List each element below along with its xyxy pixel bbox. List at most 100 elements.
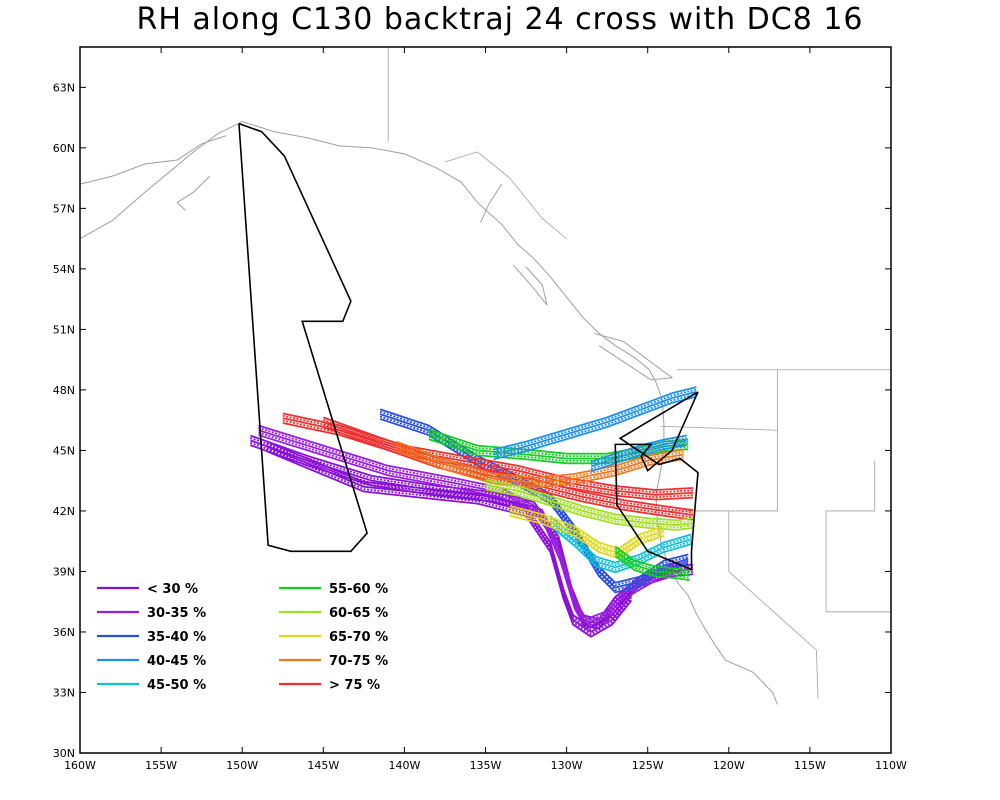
- trajectory-line: [428, 438, 689, 465]
- flight-track-layer: [238, 122, 699, 571]
- trajectory-line: [614, 555, 691, 582]
- trajectory-layer: [250, 386, 697, 638]
- trajectory-line: [614, 550, 691, 577]
- y-tick-label: 54N: [53, 263, 75, 276]
- flight-track: [614, 391, 699, 571]
- y-tick-label: 48N: [53, 384, 75, 397]
- legend-label: 55-60 %: [329, 582, 388, 597]
- trajectory-line: [549, 525, 692, 574]
- trajectory-line: [485, 486, 694, 529]
- x-tick-label: 160W: [64, 759, 96, 772]
- legend-label: 35-40 %: [147, 630, 206, 645]
- trajectory-line: [428, 433, 689, 460]
- trajectory-line: [590, 437, 687, 466]
- trajectory-line: [258, 434, 689, 630]
- map-frame: [79, 46, 892, 754]
- trajectory-line: [282, 412, 694, 491]
- legend-label: 30-35 %: [147, 606, 206, 621]
- trajectory-line: [493, 386, 697, 451]
- trajectory-line: [549, 517, 692, 566]
- x-tick-label: 135W: [470, 759, 502, 772]
- trajectory-line: [485, 483, 694, 526]
- flight-track: [238, 122, 368, 553]
- trajectory-line: [266, 447, 633, 636]
- state-border: [444, 151, 567, 239]
- legend-label: 65-70 %: [329, 630, 388, 645]
- trajectory-line: [549, 522, 692, 571]
- trajectory-line: [282, 417, 694, 496]
- trajectory-line: [282, 414, 694, 494]
- trajectory-line: [590, 444, 687, 473]
- trajectory-line: [266, 450, 633, 638]
- legend-label: 40-45 %: [147, 654, 206, 669]
- trajectory-line: [485, 479, 694, 522]
- trajectory-line: [322, 426, 694, 521]
- map-title: RH along C130 backtraj 24 cross with DC8…: [136, 2, 864, 37]
- legend-label: 70-75 %: [329, 654, 388, 669]
- x-tick-label: 145W: [307, 759, 339, 772]
- y-tick-label: 39N: [53, 565, 75, 578]
- state-border: [660, 425, 778, 512]
- trajectory-line: [509, 507, 665, 552]
- trajectory-line: [509, 505, 665, 550]
- y-tick-label: 57N: [53, 202, 75, 215]
- legend: < 30 % 30-35 % 35-40 % 40-45 % 45-50 % 55-60 …: [97, 582, 388, 693]
- y-tick-label: 36N: [53, 626, 75, 639]
- trajectory-line: [590, 441, 687, 470]
- trajectory-line: [614, 548, 691, 574]
- trajectory-line: [485, 488, 694, 531]
- trajectory-line: [258, 424, 689, 621]
- coastline: [594, 332, 674, 381]
- y-tick-label: 51N: [53, 323, 75, 336]
- x-tick-label: 125W: [632, 759, 664, 772]
- legend-label: < 30 %: [147, 582, 198, 597]
- trajectory-line: [614, 545, 691, 572]
- legend-label: 45-50 %: [147, 678, 206, 693]
- x-tick-label: 130W: [551, 759, 583, 772]
- y-tick-label: 63N: [53, 81, 75, 94]
- trajectory-line: [509, 514, 665, 560]
- trajectory-line: [493, 388, 697, 453]
- trajectory-line: [509, 512, 665, 557]
- trajectory-line: [428, 428, 689, 455]
- y-tick-label: 30N: [53, 747, 75, 760]
- coastline: [176, 175, 211, 211]
- trajectory-line: [258, 429, 689, 625]
- trajectory-line: [322, 421, 694, 516]
- coastline: [79, 135, 227, 185]
- y-tick-label: 33N: [53, 686, 75, 699]
- longitude-axis: 160W 155W 150W 145W 140W 135W 130W 125W 120W 115W…: [64, 47, 907, 772]
- x-tick-label: 120W: [713, 759, 745, 772]
- trajectory-line: [614, 552, 691, 579]
- coastline: [512, 264, 548, 306]
- coastline-layer: [79, 47, 891, 705]
- trajectory-line: [395, 450, 684, 489]
- trajectory-line: [590, 439, 687, 468]
- x-tick-label: 155W: [145, 759, 177, 772]
- legend-label: 60-65 %: [329, 606, 388, 621]
- legend-label: > 75 %: [329, 678, 380, 693]
- trajectory-line: [322, 416, 694, 512]
- trajectory-line: [493, 395, 697, 461]
- x-tick-label: 115W: [794, 759, 826, 772]
- trajectory-line: [590, 434, 687, 463]
- y-tick-label: 42N: [53, 505, 75, 518]
- trajectory-line: [493, 391, 697, 456]
- y-tick-label: 60N: [53, 142, 75, 155]
- trajectory-line: [266, 443, 633, 631]
- trajectory-line: [266, 440, 633, 629]
- trajectory-line: [549, 520, 692, 569]
- state-border: [728, 510, 819, 699]
- trajectory-line: [395, 445, 684, 484]
- trajectory-line: [493, 393, 697, 458]
- coastline: [480, 183, 503, 223]
- x-tick-label: 140W: [388, 759, 420, 772]
- y-tick-label: 45N: [53, 444, 75, 457]
- latitude-axis: 30N 33N 36N 39N 42N 45N 48N 51N 54N 57N 60N 63N: [53, 81, 891, 760]
- trajectory-line: [485, 481, 694, 524]
- coastline: [79, 121, 778, 705]
- state-border: [825, 460, 891, 613]
- x-tick-label: 150W: [226, 759, 258, 772]
- trajectory-line: [282, 419, 694, 499]
